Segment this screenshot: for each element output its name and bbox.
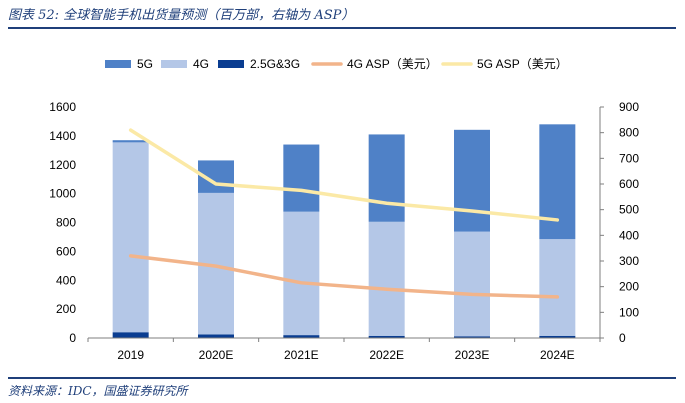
left-tick-label: 1000 — [49, 187, 76, 201]
left-tick-label: 1400 — [49, 129, 76, 143]
bar-2-5g-3g-2019 — [112, 332, 149, 338]
legend-2-5g-3g-swatch — [218, 60, 244, 68]
left-tick-label: 400 — [56, 273, 76, 287]
bar-4g-2019 — [112, 142, 149, 333]
right-tick-label: 0 — [619, 331, 626, 345]
x-tick-label: 2020E — [199, 348, 234, 362]
bar-4g-2021e — [283, 211, 320, 336]
legend-4g-asp-label: 4G ASP（美元） — [347, 57, 438, 71]
bar-2-5g-3g-2022e — [368, 335, 405, 338]
bar-5g-2019 — [112, 140, 149, 143]
bar-5g-2022e — [368, 134, 405, 222]
left-tick-label: 0 — [69, 331, 76, 345]
right-tick-label: 100 — [619, 305, 639, 319]
source-rule — [8, 377, 676, 379]
legend-5g-label: 5G — [137, 57, 153, 71]
legend-5g-asp-label: 5G ASP（美元） — [477, 57, 568, 71]
bar-2-5g-3g-2021e — [283, 335, 320, 338]
bar-2-5g-3g-2024e — [539, 335, 576, 338]
left-tick-label: 600 — [56, 244, 76, 258]
right-tick-label: 500 — [619, 203, 639, 217]
left-tick-label: 200 — [56, 302, 76, 316]
title-rule — [8, 27, 676, 29]
bar-4g-2024e — [539, 239, 576, 336]
right-tick-label: 600 — [619, 177, 639, 191]
chart-title: 图表 52: 全球智能手机出货量预测（百万部，右轴为 ASP） — [8, 8, 355, 23]
x-tick-label: 2021E — [284, 348, 319, 362]
lines — [128, 128, 560, 299]
bar-4g-2022e — [368, 221, 405, 336]
line-5g-asp — [128, 128, 560, 222]
left-tick-label: 1200 — [49, 158, 76, 172]
right-tick-label: 200 — [619, 280, 639, 294]
source-note: 资料来源：IDC，国盛证券研究所 — [8, 384, 188, 398]
legend: 5G 4G 2.5G&3G 4G ASP（美元） 5G ASP（美元） — [105, 57, 568, 71]
left-tick-label: 1600 — [49, 100, 76, 114]
line-4g-asp — [128, 254, 560, 299]
bar-5g-2023e — [454, 129, 490, 232]
x-tick-label: 2024E — [540, 348, 575, 362]
bar-2-5g-3g-2020e — [198, 334, 234, 338]
legend-2-5g-3g-label: 2.5G&3G — [250, 57, 300, 71]
right-tick-label: 300 — [619, 254, 639, 268]
right-tick-label: 900 — [619, 100, 639, 114]
legend-4g-label: 4G — [193, 57, 209, 71]
bar-5g-2021e — [283, 144, 320, 212]
x-tick-label: 2022E — [369, 348, 404, 362]
right-tick-label: 800 — [619, 126, 639, 140]
right-tick-label: 400 — [619, 228, 639, 242]
x-tick-label: 2023E — [455, 348, 490, 362]
legend-4g-swatch — [161, 60, 187, 68]
bar-4g-2023e — [454, 231, 490, 337]
bar-2-5g-3g-2023e — [454, 336, 490, 338]
x-tick-label: 2019 — [117, 348, 144, 362]
bars — [112, 124, 576, 338]
right-tick-label: 700 — [619, 151, 639, 165]
left-tick-label: 800 — [56, 216, 76, 230]
legend-5g-swatch — [105, 60, 131, 68]
bar-5g-2024e — [539, 124, 576, 240]
axes: 0 200 400 600 800 1000 1200 1400 1600 0 100 200 300 4… — [49, 100, 639, 362]
